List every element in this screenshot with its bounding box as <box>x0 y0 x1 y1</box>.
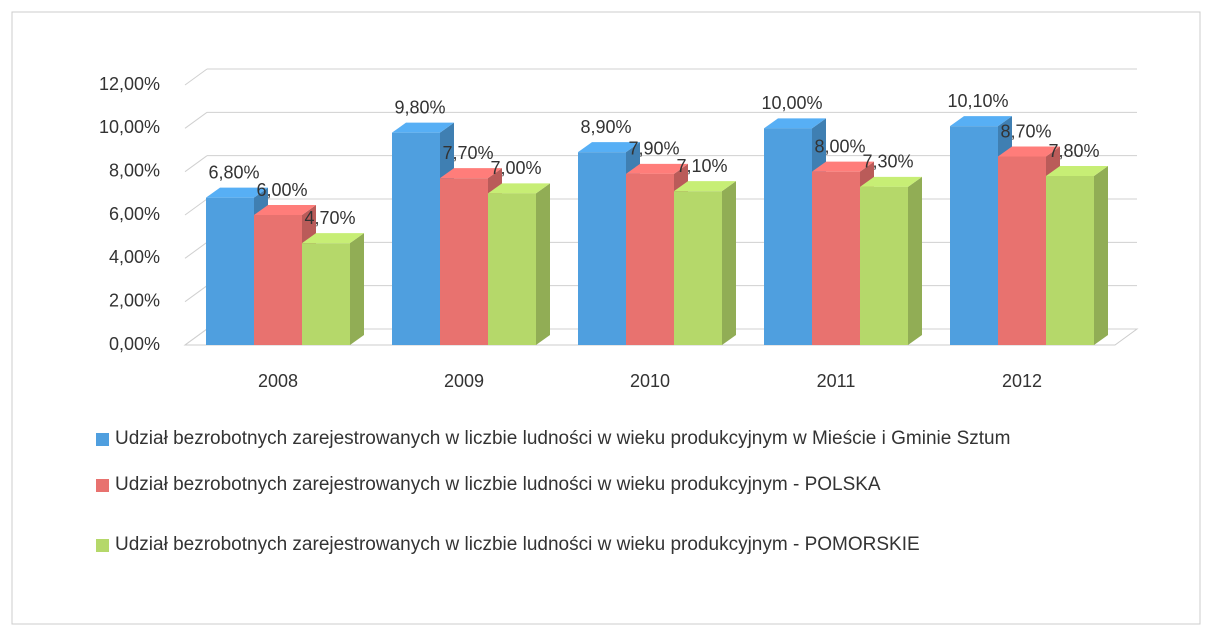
value-label: 7,10% <box>676 156 727 176</box>
y-tick-label: 10,00% <box>99 117 160 137</box>
bar-side <box>908 176 922 345</box>
legend: Udział bezrobotnych zarejestrowanych w l… <box>96 425 1126 577</box>
x-tick-label: 2008 <box>258 371 298 391</box>
legend-item: Udział bezrobotnych zarejestrowanych w l… <box>96 531 1126 559</box>
bar-top <box>674 181 736 192</box>
bar <box>440 178 488 345</box>
legend-label: Udział bezrobotnych zarejestrowanych w l… <box>115 474 881 495</box>
bar-top <box>764 118 826 129</box>
value-label: 8,70% <box>1000 121 1051 141</box>
y-tick-label: 0,00% <box>109 334 160 354</box>
value-label: 7,70% <box>442 143 493 163</box>
x-tick-label: 2009 <box>444 371 484 391</box>
value-label: 10,10% <box>947 91 1008 111</box>
value-label: 7,30% <box>862 152 913 172</box>
bar-top <box>578 142 640 153</box>
legend-swatch <box>96 433 109 446</box>
bar-top <box>392 122 454 133</box>
grid-line-side <box>184 198 208 216</box>
legend-swatch <box>96 479 109 492</box>
y-tick-label: 12,00% <box>99 74 160 94</box>
bar <box>578 152 626 345</box>
bar <box>764 128 812 345</box>
bar <box>812 171 860 345</box>
grid-line-side <box>184 155 208 173</box>
value-label: 10,00% <box>761 93 822 113</box>
bar-top <box>440 168 502 179</box>
bar-top <box>860 176 922 187</box>
x-tick-label: 2012 <box>1002 371 1042 391</box>
bar <box>1046 176 1094 345</box>
grid-line-side <box>184 111 208 129</box>
value-label: 9,80% <box>394 97 445 117</box>
y-tick-label: 8,00% <box>109 160 160 180</box>
value-label: 7,80% <box>1048 141 1099 161</box>
value-label: 8,00% <box>814 136 865 156</box>
bar-top <box>626 163 688 174</box>
value-label: 8,90% <box>580 117 631 137</box>
grid-line-side <box>184 68 208 86</box>
bar-top <box>206 187 268 198</box>
y-tick-label: 4,00% <box>109 247 160 267</box>
bar <box>302 243 350 345</box>
bar-top <box>1046 166 1108 176</box>
legend-swatch <box>96 539 109 552</box>
bar-top <box>950 116 1012 127</box>
legend-label: Udział bezrobotnych zarejestrowanych w l… <box>115 428 1011 449</box>
value-label: 7,00% <box>490 158 541 178</box>
grid-line-side <box>184 285 208 303</box>
x-tick-label: 2010 <box>630 371 670 391</box>
y-tick-label: 6,00% <box>109 204 160 224</box>
bar-top <box>302 233 364 244</box>
bar-side <box>350 233 364 345</box>
bar <box>860 186 908 345</box>
legend-item: Udział bezrobotnych zarejestrowanych w l… <box>96 425 1126 453</box>
y-tick-label: 2,00% <box>109 290 160 310</box>
bar <box>488 193 536 345</box>
legend-item: Udział bezrobotnych zarejestrowanych w l… <box>96 471 1126 499</box>
value-label: 4,70% <box>304 208 355 228</box>
chart-border <box>11 11 1201 625</box>
bar-top <box>998 146 1060 157</box>
bar-top <box>812 161 874 172</box>
bar <box>674 191 722 345</box>
value-label: 6,00% <box>256 180 307 200</box>
bar <box>254 215 302 345</box>
bar-side <box>536 183 550 345</box>
bar <box>998 156 1046 345</box>
legend-label: Udział bezrobotnych zarejestrowanych w l… <box>115 534 920 555</box>
bar <box>392 132 440 345</box>
value-label: 6,80% <box>208 162 259 182</box>
bar-side <box>1094 166 1108 345</box>
bar-top <box>254 205 316 215</box>
bar <box>626 173 674 345</box>
bar <box>950 126 998 346</box>
bar-side <box>722 181 736 345</box>
x-tick-label: 2011 <box>817 371 856 391</box>
value-label: 7,90% <box>628 139 679 159</box>
grid-line-side <box>184 241 208 259</box>
bar <box>206 197 254 345</box>
grid-line-side <box>184 328 208 346</box>
bar-top <box>488 183 550 194</box>
